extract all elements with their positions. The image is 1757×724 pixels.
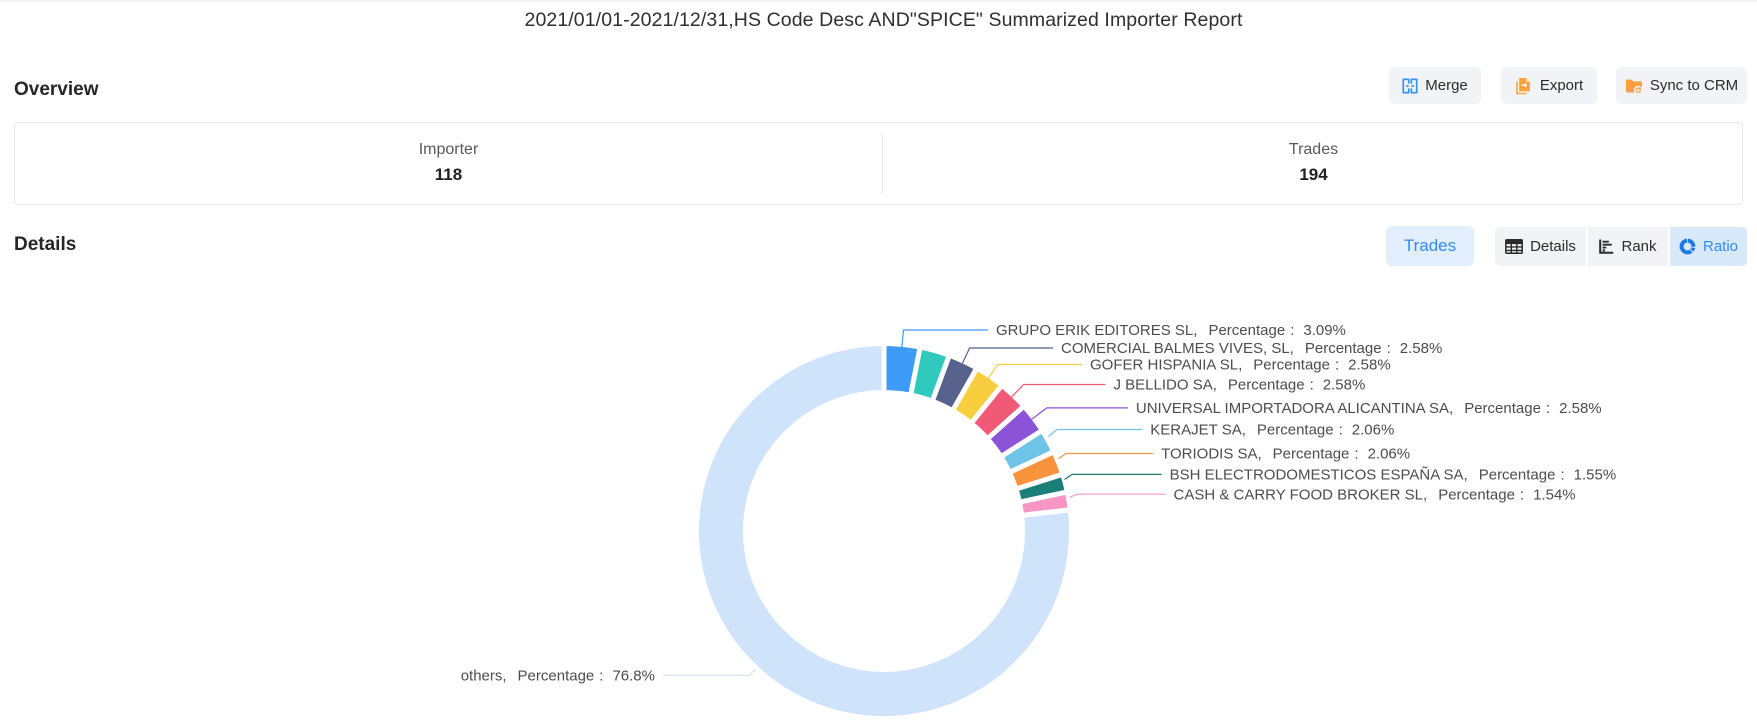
svg-text:J BELLIDO SA,Percentage:2.58%: J BELLIDO SA, Percentage:2.58% xyxy=(1114,377,1366,394)
svg-text:others,Percentage:76.8%: others, Percentage:76.8% xyxy=(461,668,655,685)
svg-text:KERAJET SA,Percentage:2.06%: KERAJET SA, Percentage:2.06% xyxy=(1150,422,1394,439)
svg-text:BSH ELECTRODOMESTICOS ESPAÑA S: BSH ELECTRODOMESTICOS ESPAÑA SA, Percenta… xyxy=(1170,467,1617,484)
svg-text:UNIVERSAL IMPORTADORA ALICANTI: UNIVERSAL IMPORTADORA ALICANTINA SA, Perc… xyxy=(1136,400,1602,417)
svg-text:TORIODIS SA,Percentage:2.06%: TORIODIS SA, Percentage:2.06% xyxy=(1161,446,1410,463)
svg-text:COMERCIAL BALMES VIVES, SL,Per: COMERCIAL BALMES VIVES, SL, Percentage:2.… xyxy=(1061,340,1442,357)
svg-text:GOFER HISPANIA SL,Percentage:2: GOFER HISPANIA SL, Percentage:2.58% xyxy=(1090,357,1391,374)
svg-text:GRUPO ERIK EDITORES SL,Percent: GRUPO ERIK EDITORES SL, Percentage:3.09% xyxy=(996,322,1346,339)
svg-text:CASH & CARRY FOOD BROKER SL,Pe: CASH & CARRY FOOD BROKER SL, Percentage:1… xyxy=(1174,486,1576,503)
